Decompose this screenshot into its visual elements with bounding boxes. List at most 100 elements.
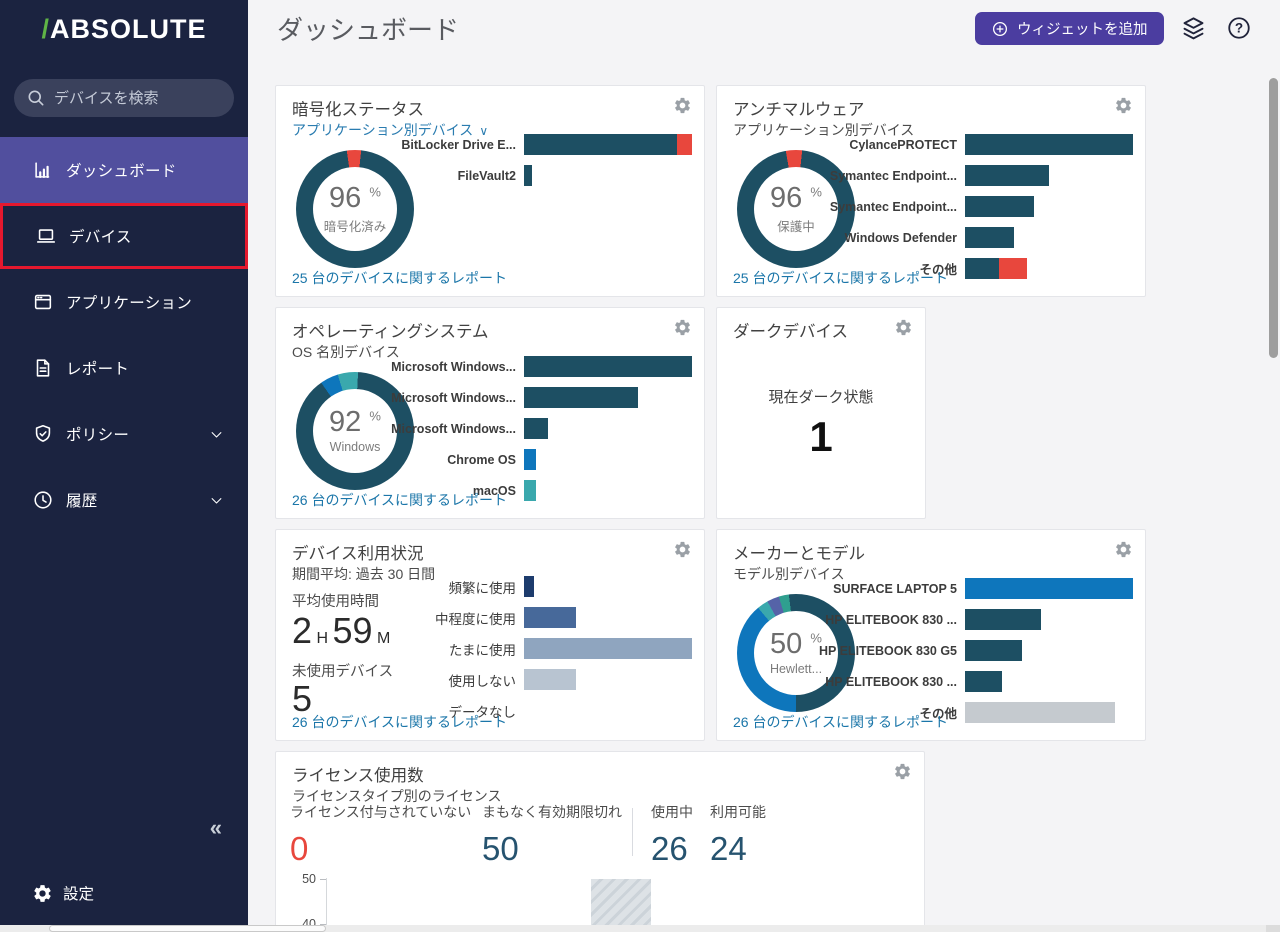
widget-settings-gear-icon[interactable] (672, 318, 692, 338)
sidebar-item-policies[interactable]: ポリシー (0, 401, 248, 467)
report-link[interactable]: 26 台のデバイスに関するレポート (292, 492, 508, 508)
bar-label: Microsoft Windows... (391, 421, 516, 436)
bar-label: データなし (448, 704, 517, 720)
bar-label: Symantec Endpoint... (829, 168, 957, 183)
widget-view-selector[interactable]: アプリケーション別デバイス ∨ (292, 122, 489, 138)
horizontal-scrollbar-thumb[interactable] (49, 925, 326, 932)
bar-label: Symantec Endpoint... (829, 199, 957, 214)
bar[interactable] (524, 480, 692, 501)
help-icon[interactable]: ? (1226, 15, 1252, 46)
antimalware-donut-chart[interactable]: 96 % 保護中 (737, 150, 855, 268)
report-link[interactable]: 26 台のデバイスに関するレポート (733, 714, 949, 730)
bar-segment (524, 356, 692, 377)
widget-title: デバイス利用状況 (292, 545, 424, 563)
bar-label: その他 (919, 263, 957, 277)
bar-row: Microsoft Windows... (292, 418, 692, 439)
bar[interactable] (524, 356, 692, 377)
dark-devices-label: 現在ダーク状態 (768, 389, 874, 406)
absolute-logo: /ABSOLUTE (41, 14, 207, 44)
bar[interactable] (965, 258, 1133, 279)
sidebar-item-reports[interactable]: レポート (0, 335, 248, 401)
sidebar-item-dashboard[interactable]: ダッシュボード (0, 137, 248, 203)
bar[interactable] (965, 227, 1133, 248)
bar-row: データなし (292, 700, 692, 721)
logo-slash-icon: / (41, 14, 50, 44)
bar[interactable] (524, 669, 692, 690)
donut-center: 96 % 保護中 (754, 167, 838, 251)
bar[interactable] (965, 640, 1133, 661)
bar-segment (965, 609, 1041, 630)
bar[interactable] (965, 134, 1133, 155)
bar[interactable] (524, 134, 692, 155)
bar-segment (965, 227, 1014, 248)
bar[interactable] (524, 638, 692, 659)
widget-settings-gear-icon[interactable] (1113, 96, 1133, 116)
bar[interactable] (524, 607, 692, 628)
bar[interactable] (524, 449, 692, 470)
encryption-donut-chart[interactable]: 96 % 暗号化済み (296, 150, 414, 268)
license-hatched-bar[interactable] (591, 879, 651, 925)
widget-layers-icon[interactable] (1180, 15, 1207, 47)
sidebar-item-devices[interactable]: デバイス (0, 203, 248, 269)
donut-center: 92 % Windows (313, 389, 397, 473)
bar-row: HP ELITEBOOK 830 ... (733, 671, 1133, 692)
donut-value: 50 (770, 628, 803, 660)
bar[interactable] (965, 196, 1133, 217)
sidebar-item-settings[interactable]: 設定 (0, 875, 248, 911)
bar-label: Microsoft Windows... (391, 359, 516, 374)
bar[interactable] (524, 165, 692, 186)
vertical-scrollbar-thumb[interactable] (1269, 78, 1278, 358)
widget-settings-gear-icon[interactable] (893, 318, 913, 338)
bar-segment (524, 480, 536, 501)
report-link[interactable]: 26 台のデバイスに関するレポート (292, 714, 508, 730)
sidebar-item-history[interactable]: 履歴 (0, 467, 248, 533)
bar[interactable] (524, 576, 692, 597)
bar-label: Microsoft Windows... (391, 390, 516, 405)
sidebar-item-label: 履歴 (66, 493, 98, 510)
bar[interactable] (524, 418, 692, 439)
bar[interactable] (524, 387, 692, 408)
usage-bar-chart: 頻繁に使用 中程度に使用 たまに使用 使用しない データなし (292, 576, 692, 731)
search-input[interactable] (14, 79, 234, 117)
os-donut-chart[interactable]: 92 % Windows (296, 372, 414, 490)
sidebar-item-label: 設定 (63, 886, 95, 903)
model-donut-chart[interactable]: 50 % Hewlett... (737, 594, 855, 712)
search-icon (28, 90, 44, 106)
bar[interactable] (965, 609, 1133, 630)
model-bar-chart: SURFACE LAPTOP 5 HP ELITEBOOK 830 ... HP E… (733, 578, 1133, 733)
bar[interactable] (524, 700, 692, 721)
report-link[interactable]: 25 台のデバイスに関するレポート (292, 270, 508, 286)
bar-label: その他 (919, 707, 957, 721)
report-link[interactable]: 25 台のデバイスに関するレポート (733, 270, 949, 286)
widget-encryption-status: 暗号化ステータス アプリケーション別デバイス ∨ 96 % 暗号化済み BitLo… (275, 85, 705, 297)
donut-unit: % (369, 408, 381, 424)
bar-segment (965, 258, 999, 279)
sidebar-collapse-button[interactable]: « (209, 815, 222, 840)
stat-in-use: 使用中 26 (651, 802, 693, 868)
scrollbar-corner (1266, 925, 1280, 932)
donut-center: 50 % Hewlett... (754, 611, 838, 695)
bar-row: Chrome OS (292, 449, 692, 470)
bar-label: BitLocker Drive E... (401, 137, 516, 152)
bar[interactable] (965, 165, 1133, 186)
bar-segment (524, 449, 536, 470)
donut-value: 96 (770, 181, 803, 214)
bar-row: Microsoft Windows... (292, 387, 692, 408)
widget-settings-gear-icon[interactable] (672, 96, 692, 116)
dark-devices-count[interactable]: 1 (809, 413, 833, 460)
horizontal-scrollbar-track[interactable] (0, 925, 1280, 932)
add-widget-button[interactable]: ウィジェットを追加 (975, 12, 1164, 45)
sidebar-item-applications[interactable]: アプリケーション (0, 269, 248, 335)
bar-segment (965, 640, 1023, 661)
stat-unlicensed: ライセンス付与されていない 0 (290, 802, 471, 868)
gear-icon (32, 883, 53, 904)
widget-settings-gear-icon[interactable] (672, 540, 692, 560)
bar[interactable] (965, 702, 1133, 723)
add-widget-label: ウィジェットを追加 (1017, 22, 1148, 38)
widget-make-model: メーカーとモデル モデル別デバイス 50 % Hewlett... SURFAC… (716, 529, 1146, 741)
widget-settings-gear-icon[interactable] (892, 762, 912, 782)
bar[interactable] (965, 578, 1133, 599)
bar-chart-icon (32, 159, 56, 181)
widget-settings-gear-icon[interactable] (1113, 540, 1133, 560)
bar[interactable] (965, 671, 1133, 692)
